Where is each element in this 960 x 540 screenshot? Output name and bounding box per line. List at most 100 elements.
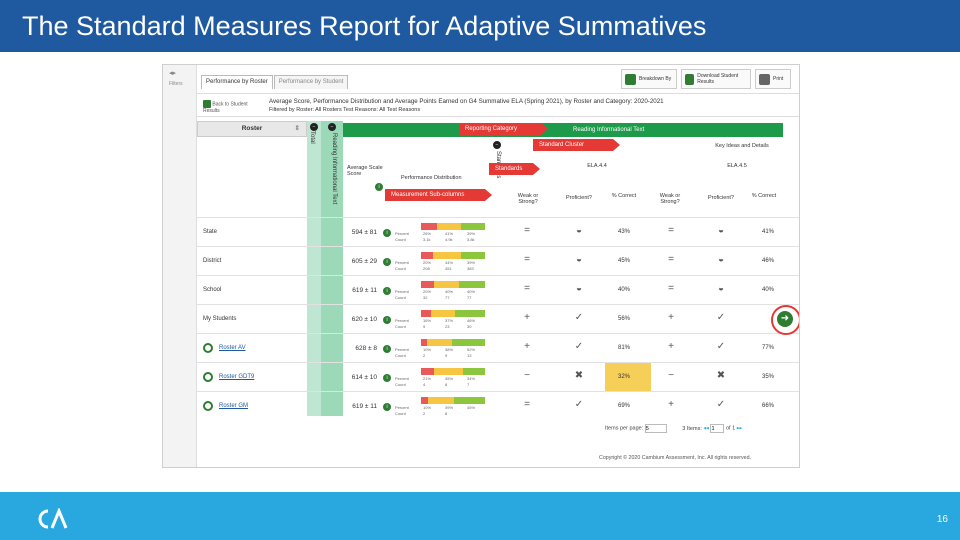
indicator-prof2: ✓ [716, 341, 726, 352]
distribution-segment [421, 252, 434, 259]
percent-value: 41% [445, 231, 454, 236]
row-name[interactable]: Roster GM [219, 403, 249, 409]
percent-row: Percent 16% 37% 46% [395, 318, 475, 323]
indicator-prof1: ◒ [575, 254, 583, 265]
filters-panel[interactable]: ◂▸ Filters [163, 65, 197, 467]
count-value: 2 [423, 353, 426, 358]
percent-label: Percent [395, 231, 409, 236]
count-value: 32 [423, 295, 428, 300]
count-label: Count [395, 266, 406, 271]
row-name: District [203, 258, 222, 264]
percent-correct-pct1: 32% [617, 374, 630, 380]
info-icon[interactable]: i [383, 374, 391, 382]
count-row: Count 2 8 [395, 411, 447, 416]
distribution-segment [427, 397, 455, 404]
percent-value: 16% [423, 318, 432, 323]
info-icon[interactable]: i [375, 183, 383, 191]
magnifier-icon[interactable] [203, 372, 213, 382]
count-label: Count [395, 295, 406, 300]
avg-score-header: Average Scale Score [347, 165, 383, 177]
info-icon[interactable]: i [383, 316, 391, 324]
percent-value: 10% [423, 347, 432, 352]
back-to-results-button[interactable]: Back to Student Results [203, 100, 253, 114]
percent-value: 20% [423, 289, 432, 294]
distribution-segment [436, 223, 462, 230]
count-row: Count 208 451 383 [395, 266, 474, 271]
info-icon[interactable]: i [383, 345, 391, 353]
indicator-prof1: ✓ [574, 341, 584, 352]
print-button[interactable]: Print [755, 69, 791, 89]
percent-correct-pct1: 43% [617, 229, 630, 235]
collapse-total-icon[interactable]: − [310, 123, 318, 131]
magnifier-icon[interactable] [203, 401, 213, 411]
indicator-ws2: = [668, 254, 674, 265]
breakdown-label: Breakdown By [639, 76, 672, 82]
row-name[interactable]: Roster AV [219, 345, 246, 351]
page-input[interactable] [710, 424, 725, 433]
distribution-segment [460, 252, 485, 259]
distribution-bar [421, 223, 485, 230]
back-label: Back to Student Results [203, 101, 248, 114]
next-page-icon[interactable]: ▸▸ [736, 425, 743, 432]
arrow-right-icon[interactable]: ➜ [777, 311, 793, 327]
report-window: ◂▸ Filters Performance by Roster Perform… [162, 64, 800, 468]
performance-distribution: Percent 10% 39% 45% Count 2 8 [395, 394, 485, 418]
expand-arrows-icon[interactable]: ◂▸ [169, 70, 177, 77]
tab-performance-by-roster[interactable]: Performance by Roster [201, 75, 273, 89]
distribution-bar [421, 339, 485, 346]
slide-title: The Standard Measures Report for Adaptiv… [0, 0, 960, 52]
count-row: Count 2 9 13 [395, 353, 471, 358]
back-icon [203, 100, 211, 108]
cluster-label: Key Ideas and Details [715, 143, 769, 149]
sort-icon[interactable]: ⇕ [294, 125, 300, 132]
info-icon[interactable]: i [383, 403, 391, 411]
reading-info-column [321, 121, 343, 416]
indicator-ws2: + [668, 341, 674, 352]
percent-value: 20% [423, 260, 432, 265]
download-label: Download Student Results [697, 73, 739, 85]
distribution-segment [421, 310, 432, 317]
percent-label: Percent [395, 260, 409, 265]
percent-value: 45% [467, 405, 476, 410]
percent-correct-pct1: 69% [617, 403, 630, 409]
download-button[interactable]: Download Student Results [681, 69, 751, 89]
info-icon[interactable]: i [383, 258, 391, 266]
breakdown-button[interactable]: Breakdown By [621, 69, 677, 89]
performance-distribution: Percent 20% 40% 40% Count 32 77 77 [395, 278, 485, 302]
count-label: Count [395, 324, 406, 329]
count-value: 3.8k [467, 237, 475, 242]
collapse-category-icon[interactable]: − [328, 123, 336, 131]
items-per-page-input[interactable] [644, 424, 667, 433]
magnifier-icon[interactable] [203, 343, 213, 353]
distribution-segment [431, 310, 456, 317]
percent-value: 40% [467, 289, 476, 294]
distribution-segment [421, 281, 434, 288]
count-value: 13 [467, 353, 472, 358]
info-icon[interactable]: i [383, 229, 391, 237]
count-value: 4 [423, 382, 426, 387]
indicator-prof1: ✖ [574, 370, 584, 381]
count-value: 7 [467, 382, 470, 387]
percent-correct-pct1: 40% [617, 287, 630, 293]
tab-performance-by-student[interactable]: Performance by Student [273, 75, 349, 89]
indicator-ws2: + [668, 312, 674, 323]
distribution-segment [427, 339, 452, 346]
performance-distribution: Percent 10% 38% 52% Count 2 9 13 [395, 336, 485, 360]
count-value: 9 [445, 353, 448, 358]
prev-page-icon[interactable]: ◂◂ [703, 425, 709, 432]
pie-chart-icon [625, 73, 636, 85]
row-name[interactable]: Roster GDT9 [219, 374, 255, 380]
collapse-standards-icon[interactable]: − [493, 141, 501, 149]
row-name: My Students [203, 316, 237, 322]
roster-column-header[interactable]: Roster ⇕ [197, 121, 307, 137]
percent-value: 52% [467, 347, 476, 352]
percent-value: 39% [467, 231, 476, 236]
percent-correct-pct2: 35% [761, 374, 774, 380]
weak-strong-header-2: Weak or Strong? [659, 193, 681, 205]
percent-label: Percent [395, 405, 409, 410]
distribution-segment [421, 368, 435, 375]
distribution-bar [421, 252, 485, 259]
info-icon[interactable]: i [383, 287, 391, 295]
percent-row: Percent 21% 45% 34% [395, 376, 475, 381]
row-name: School [203, 287, 222, 293]
